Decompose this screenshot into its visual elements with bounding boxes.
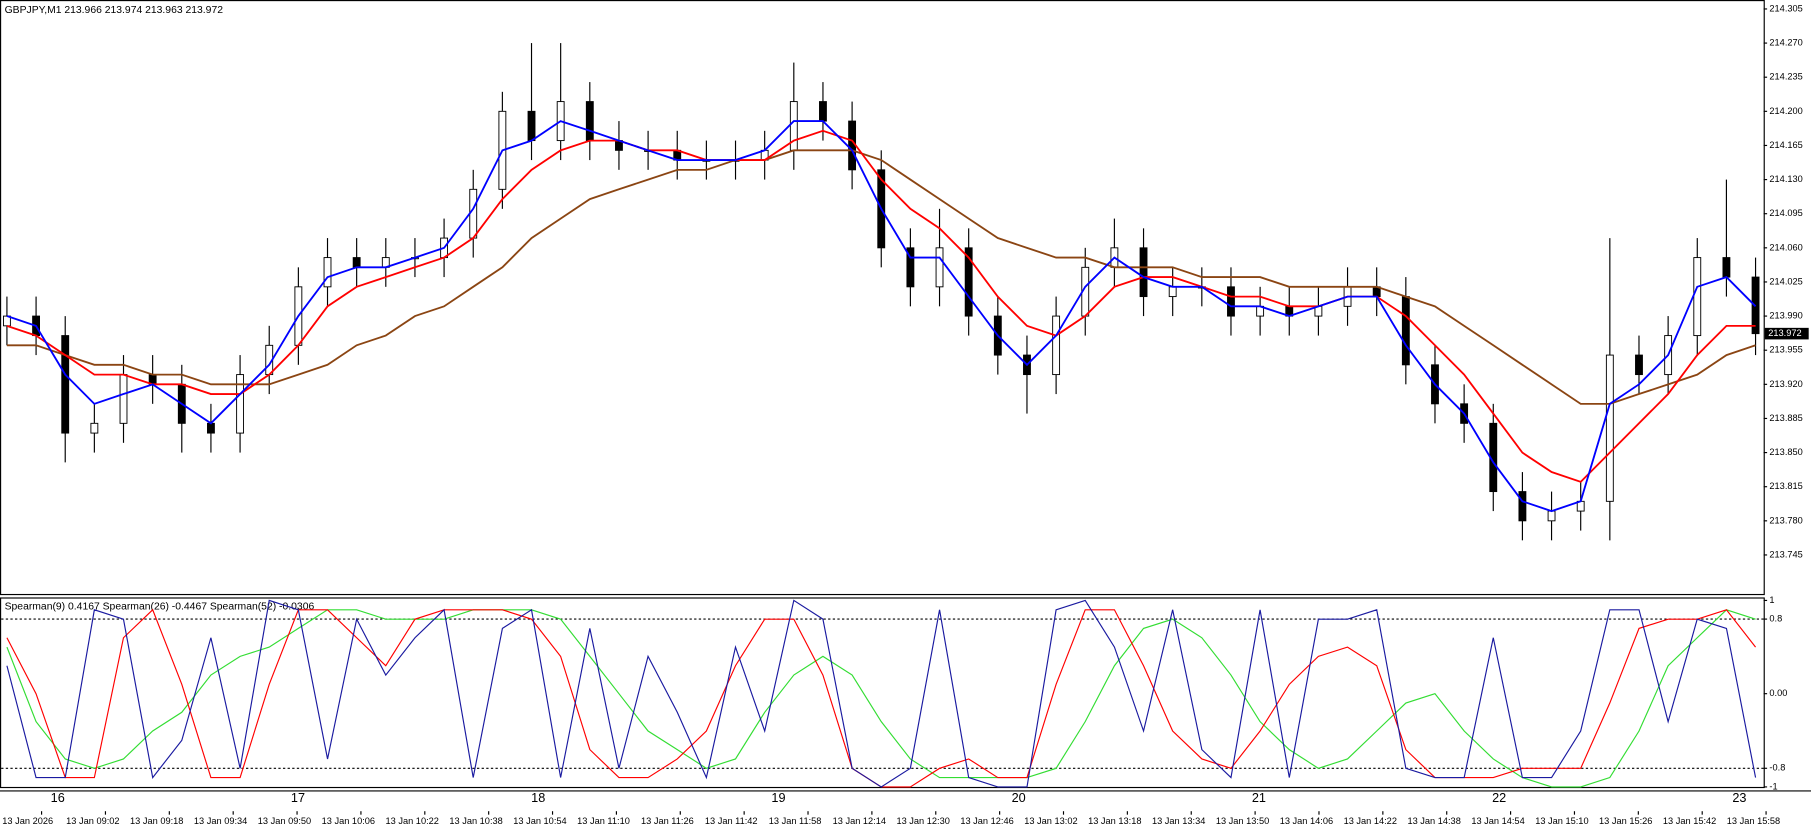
y-tick-label: 213.920 [1769, 379, 1802, 389]
series-line [6, 609, 1756, 788]
time-label: 13 Jan 15:10 [1535, 816, 1588, 826]
candle-body [1722, 257, 1731, 278]
candle-body [1139, 247, 1148, 298]
candle-body [61, 335, 70, 434]
y-tick-label: -0.8 [1769, 763, 1785, 773]
candle-body [1168, 286, 1177, 298]
candle-body [527, 110, 536, 142]
candle-body [848, 120, 857, 171]
candle-body [935, 247, 944, 288]
indicator-title: Spearman(9) 0.4167 Spearman(26) -0.4467 … [5, 601, 315, 612]
candle-body [1693, 257, 1702, 337]
candle-body [119, 374, 128, 424]
time-label: 13 Jan 12:30 [896, 816, 949, 826]
time-label: 13 Jan 13:02 [1024, 816, 1077, 826]
y-tick-label: 214.165 [1769, 140, 1802, 150]
time-label: 13 Jan 11:10 [577, 816, 630, 826]
y-tick-label: 0.8 [1769, 614, 1782, 624]
series-line [6, 599, 1757, 788]
period-label: 17 [291, 791, 305, 805]
time-label: 13 Jan 11:26 [641, 816, 694, 826]
time-label: 13 Jan 09:18 [130, 816, 183, 826]
y-tick-label: 213.885 [1769, 413, 1802, 423]
time-label: 13 Jan 15:58 [1727, 816, 1780, 826]
time-label: 13 Jan 10:22 [386, 816, 439, 826]
time-label: 13 Jan 11:58 [769, 816, 822, 826]
y-tick-label: 214.095 [1769, 208, 1802, 218]
candle-body [1227, 286, 1235, 317]
time-label: 13 Jan 14:22 [1344, 816, 1397, 826]
candle-body [352, 257, 361, 268]
y-tick-label: 214.305 [1769, 3, 1802, 13]
candle-body [236, 374, 245, 434]
y-tick-label: 213.745 [1769, 549, 1802, 559]
series-line [6, 129, 1756, 483]
time-label: 13 Jan 15:26 [1599, 816, 1652, 826]
time-label: 13 Jan 09:02 [66, 816, 119, 826]
time-label: 13 Jan 13:18 [1088, 816, 1141, 826]
time-label: 13 Jan 13:50 [1216, 816, 1269, 826]
indicator-panel [0, 597, 1765, 789]
candle-body [585, 101, 594, 142]
time-label: 13 Jan 10:06 [322, 816, 375, 826]
time-label: 13 Jan 2026 [2, 816, 53, 826]
period-label: 22 [1492, 791, 1506, 805]
time-label: 13 Jan 14:06 [1280, 816, 1333, 826]
series-line [6, 120, 1757, 513]
period-label: 16 [51, 791, 65, 805]
time-label: 13 Jan 13:34 [1152, 816, 1205, 826]
y-tick-label: 214.200 [1769, 106, 1802, 116]
series-line [6, 149, 1756, 405]
period-label: 20 [1012, 791, 1026, 805]
y-tick-label: 213.780 [1769, 515, 1802, 525]
y-tick-label: 213.955 [1769, 345, 1802, 355]
y-tick-label: 213.990 [1769, 311, 1802, 321]
time-label: 13 Jan 12:14 [833, 816, 886, 826]
time-label: 13 Jan 14:38 [1407, 816, 1460, 826]
y-tick-label: 214.270 [1769, 38, 1802, 48]
time-label: 13 Jan 12:46 [960, 816, 1013, 826]
y-tick-label: 214.060 [1769, 242, 1802, 252]
candle-body [1547, 510, 1556, 522]
y-tick-label: 214.025 [1769, 276, 1802, 286]
candle-body [90, 422, 99, 434]
time-label: 13 Jan 09:50 [258, 816, 311, 826]
last-price-box [1764, 327, 1809, 340]
main-title: GBPJPY,M1 213.966 213.974 213.963 213.97… [5, 5, 224, 16]
time-label: 13 Jan 11:42 [705, 816, 758, 826]
period-label: 23 [1732, 791, 1746, 805]
time-label: 13 Jan 09:34 [194, 816, 247, 826]
y-tick-label: 213.850 [1769, 447, 1802, 457]
period-label: 19 [771, 791, 785, 805]
candle-body [1635, 354, 1643, 376]
y-tick-label: 1 [1769, 595, 1774, 605]
candle-body [1052, 315, 1061, 376]
candle-body [964, 247, 973, 317]
candle-body [819, 101, 827, 122]
last-price-label: 213.972 [1768, 328, 1801, 338]
period-label: 18 [531, 791, 545, 805]
y-tick-label: -1 [1769, 781, 1777, 791]
candle-body [207, 422, 215, 434]
main-panel [0, 0, 1765, 596]
time-label: 13 Jan 10:38 [449, 816, 502, 826]
time-label: 13 Jan 14:54 [1471, 816, 1524, 826]
time-label: 13 Jan 15:42 [1663, 816, 1716, 826]
y-tick-label: 214.235 [1769, 72, 1802, 82]
y-tick-label: 213.815 [1769, 481, 1802, 491]
period-label: 21 [1252, 791, 1266, 805]
time-label: 13 Jan 10:54 [513, 816, 566, 826]
y-tick-label: 0.00 [1769, 688, 1787, 698]
candle-body [323, 257, 332, 288]
candle-body [1518, 491, 1527, 522]
candle-body [1605, 354, 1614, 502]
candle-body [906, 247, 915, 288]
candle-body [469, 188, 478, 239]
y-tick-label: 214.130 [1769, 174, 1802, 184]
candle-body [1401, 296, 1410, 366]
